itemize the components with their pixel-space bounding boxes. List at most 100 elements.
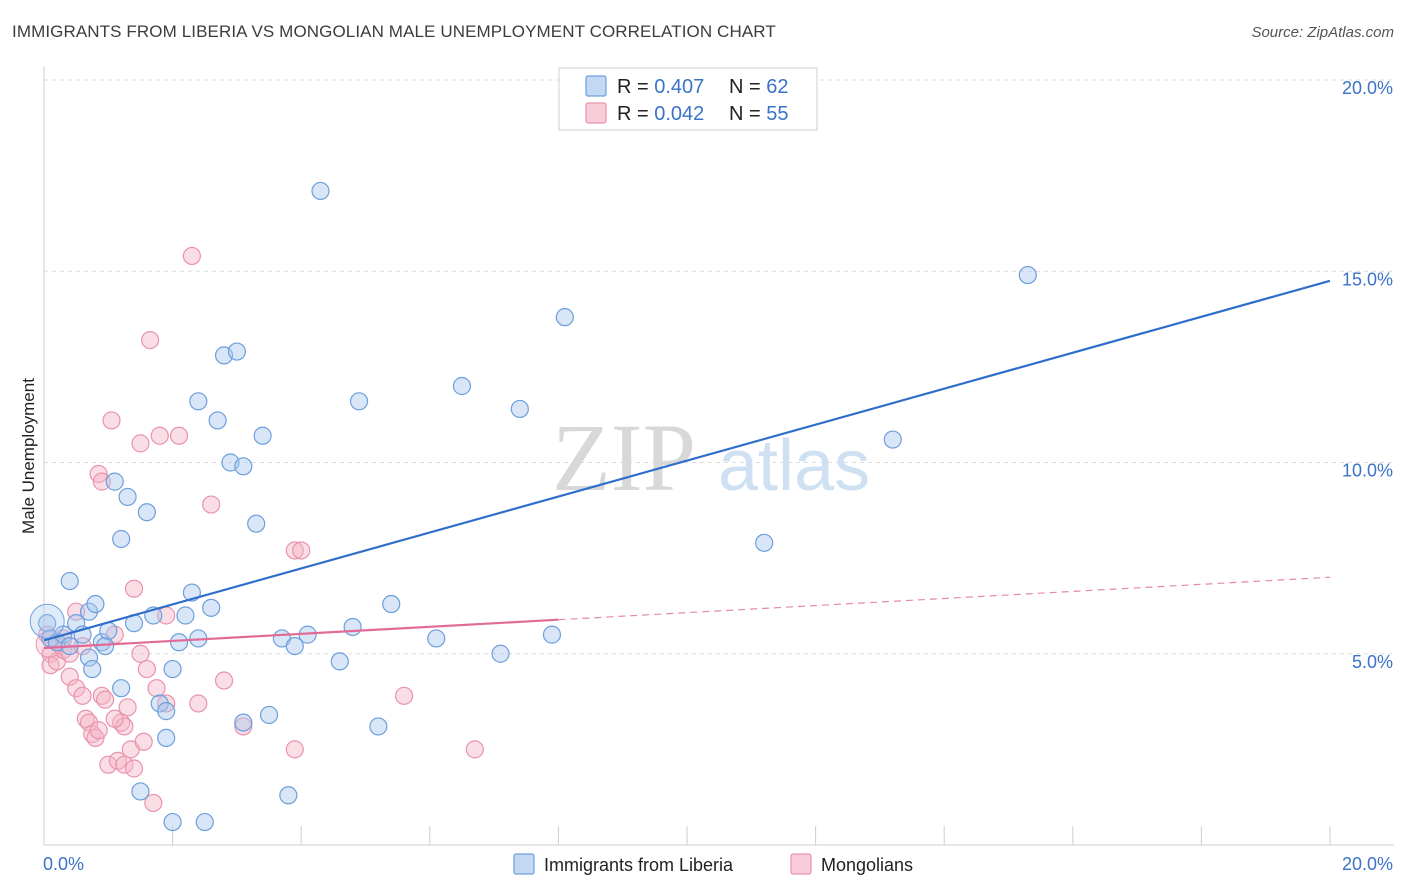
liberia-point <box>131 782 150 801</box>
series-legend-liberia: Immigrants from Liberia <box>544 855 734 875</box>
liberia-point <box>369 717 388 736</box>
mongolians-point <box>60 667 79 686</box>
y-tick-label: 5.0% <box>1352 652 1393 672</box>
liberia-point <box>95 636 115 656</box>
liberia-point <box>510 399 529 419</box>
mongolians-point <box>394 686 414 705</box>
liberia-point <box>189 392 208 411</box>
mongolians-point <box>131 434 150 453</box>
legend-n-label: N = <box>729 103 766 125</box>
mongolians-point <box>292 541 311 560</box>
x-tick-label: 20.0% <box>1342 854 1393 874</box>
mongolians-point <box>169 426 189 445</box>
trend-lines <box>43 279 1331 650</box>
liberia-point <box>330 652 349 671</box>
source-label: Source: ZipAtlas.com <box>1251 24 1394 41</box>
grid-lines <box>44 79 1394 655</box>
liberia-point <box>137 503 156 522</box>
liberia-point <box>883 430 902 449</box>
stats-legend: R = 0.407 N = 62 R = 0.042 N = 55 <box>558 67 818 131</box>
mongolians-point <box>157 694 176 713</box>
y-tick-label: 20.0% <box>1342 78 1393 98</box>
mongolians-point <box>137 659 156 679</box>
legend-r-label: R = <box>617 103 654 125</box>
legend-row-mongolians: R = 0.042 N = 55 <box>617 103 789 125</box>
liberia-point <box>259 705 279 725</box>
series-legend: Immigrants from Liberia Mongolians <box>513 853 913 875</box>
series-legend-swatch-mongolians <box>790 853 812 875</box>
mongolians-point <box>102 411 121 430</box>
mongolians-point <box>144 793 163 813</box>
liberia-point <box>755 533 774 552</box>
liberia-point <box>163 659 182 679</box>
mongolians-point <box>285 541 304 560</box>
mongolians-point <box>124 579 144 598</box>
liberia-point <box>427 629 446 648</box>
x-tick-label: 0.0% <box>43 854 84 874</box>
legend-row-liberia: R = 0.407 N = 62 <box>617 76 789 98</box>
mongolians-point <box>214 671 234 690</box>
mongolians-point <box>89 721 108 740</box>
legend-r-value: 0.042 <box>654 103 704 125</box>
liberia-point <box>112 679 131 698</box>
mongolians-point <box>182 246 201 266</box>
liberia-points <box>29 181 1037 832</box>
liberia-point <box>86 594 105 614</box>
liberia-point <box>555 308 574 327</box>
series-legend-mongolians: Mongolians <box>821 855 913 875</box>
mongolians-point <box>465 740 484 759</box>
liberia-trend-line <box>43 279 1331 642</box>
mongolians-point <box>95 690 115 709</box>
mongolians-points <box>35 246 484 813</box>
liberia-point <box>38 614 57 633</box>
mongolians-trend-line <box>43 618 559 650</box>
liberia-point <box>60 571 79 591</box>
mongolians-point <box>105 709 124 728</box>
mongolians-point <box>99 755 118 774</box>
liberia-point <box>105 472 124 491</box>
legend-swatch-mongolians <box>585 102 607 124</box>
liberia-point <box>227 342 246 361</box>
y-tick-label: 15.0% <box>1342 269 1393 289</box>
mongolians-point <box>150 426 169 445</box>
mongolians-point <box>92 472 111 491</box>
mongolians-trend-line-extension <box>558 576 1331 621</box>
liberia-point <box>311 181 330 201</box>
legend-n-label: N = <box>729 76 766 98</box>
legend-r-label: R = <box>617 76 654 98</box>
tick-labels: 5.0% 10.0% 15.0% 20.0% 0.0% 20.0% <box>43 78 1393 874</box>
mongolians-point <box>131 644 150 663</box>
mongolians-point <box>202 495 221 514</box>
legend-swatch-liberia <box>585 75 607 97</box>
liberia-point <box>29 603 65 639</box>
mongolians-point <box>140 331 160 350</box>
y-axis-label: Male Unemployment <box>19 378 38 534</box>
liberia-point <box>208 411 227 430</box>
y-tick-label: 10.0% <box>1342 461 1393 481</box>
liberia-point <box>253 426 272 445</box>
liberia-point <box>157 728 176 748</box>
liberia-point <box>349 392 369 411</box>
liberia-point <box>542 625 562 644</box>
liberia-point <box>169 633 189 652</box>
watermark-atlas: atlas <box>718 426 870 506</box>
liberia-point <box>234 457 253 476</box>
liberia-point <box>118 487 137 507</box>
liberia-point <box>247 514 266 533</box>
liberia-point <box>285 636 304 656</box>
legend-n-value: 62 <box>766 76 788 98</box>
liberia-point <box>382 594 401 614</box>
legend-n-value: 55 <box>766 103 788 125</box>
liberia-point <box>1018 265 1037 285</box>
liberia-point <box>157 702 176 721</box>
liberia-point <box>234 713 253 732</box>
liberia-point <box>79 648 99 667</box>
liberia-point <box>163 812 182 832</box>
mongolians-point <box>285 740 304 759</box>
series-legend-swatch-liberia <box>513 853 535 875</box>
axes <box>43 66 1394 846</box>
watermark: ZIP atlas <box>552 404 870 511</box>
mongolians-point <box>79 713 99 732</box>
mongolians-point <box>147 679 166 698</box>
